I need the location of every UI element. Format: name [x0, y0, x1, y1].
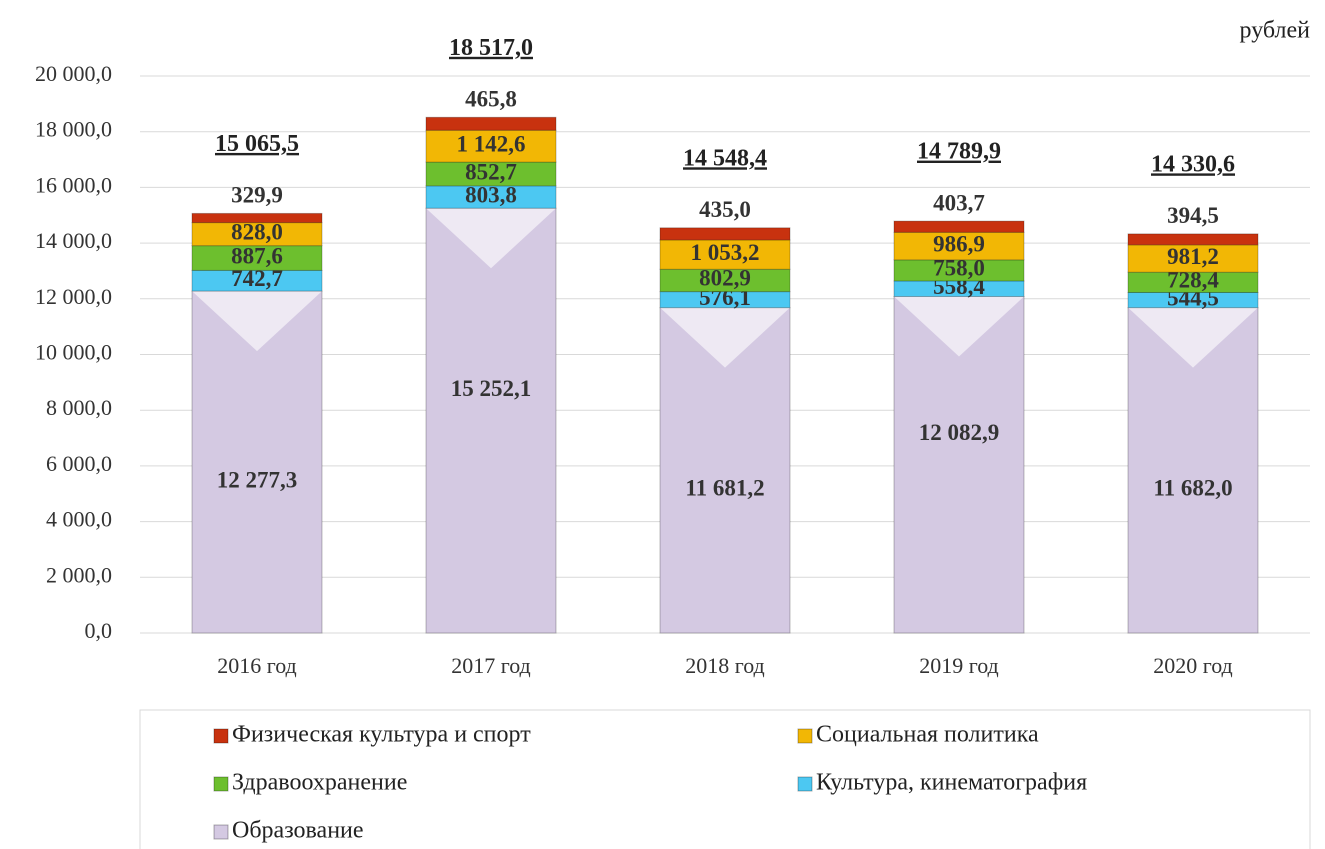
bar-segment	[425, 207, 557, 634]
y-tick-label: 8 000,0	[46, 395, 112, 420]
legend-label: Физическая культура и спорт	[232, 722, 531, 748]
bar-shine	[1128, 307, 1258, 368]
segment-label: 803,8	[465, 182, 517, 207]
legend-swatch	[213, 776, 229, 792]
bar-segment	[191, 212, 323, 224]
segment-label: 852,7	[465, 159, 517, 184]
total-label: 14 789,9	[917, 139, 1001, 165]
y-tick-label: 2 000,0	[46, 562, 112, 587]
legend-swatch	[213, 824, 229, 840]
bar-shine	[660, 307, 790, 368]
segment-label: 11 682,0	[1153, 476, 1232, 501]
y-tick-label: 20 000,0	[35, 61, 112, 86]
legend-swatch	[213, 728, 229, 744]
bar-shine	[894, 296, 1024, 357]
total-label: 18 517,0	[449, 35, 533, 61]
bar-segment	[893, 231, 1025, 261]
segment-label: 12 082,9	[919, 420, 1000, 445]
bar-segment	[425, 129, 557, 163]
x-tick-label: 2017 год	[451, 653, 531, 678]
segment-label: 12 277,3	[217, 467, 298, 492]
bar-segment	[1127, 233, 1259, 246]
y-tick-label: 10 000,0	[35, 340, 112, 365]
legend-label: Социальная политика	[816, 722, 1039, 748]
segment-label: 465,8	[465, 87, 517, 112]
y-tick-label: 14 000,0	[35, 228, 112, 253]
segment-label: 986,9	[933, 231, 985, 256]
bar-segment	[659, 227, 791, 241]
total-label: 14 330,6	[1151, 151, 1235, 177]
legend-box	[139, 709, 1311, 849]
bar-shine	[192, 291, 322, 352]
segment-label: 435,0	[699, 197, 751, 222]
total-label: 14 548,4	[683, 145, 767, 171]
bar-segment	[659, 239, 791, 270]
segment-label: 802,9	[699, 266, 751, 291]
bar-segment	[425, 116, 557, 131]
segment-label: 329,9	[231, 183, 283, 208]
segment-label: 15 252,1	[451, 376, 532, 401]
bar-segment	[893, 220, 1025, 233]
segment-label: 828,0	[231, 219, 283, 244]
segment-label: 403,7	[933, 190, 985, 215]
segment-label: 758,0	[933, 256, 985, 281]
x-tick-label: 2016 год	[217, 653, 297, 678]
y-tick-label: 16 000,0	[35, 172, 112, 197]
legend-label: Здравоохранение	[232, 770, 407, 796]
y-tick-label: 6 000,0	[46, 451, 112, 476]
segment-label: 394,5	[1167, 203, 1219, 228]
x-tick-label: 2018 год	[685, 653, 765, 678]
segment-label: 11 681,2	[685, 476, 764, 501]
segment-label: 1 053,2	[691, 240, 760, 265]
total-label: 15 065,5	[215, 131, 299, 157]
legend-label: Образование	[232, 818, 364, 844]
bar-segment	[191, 245, 323, 271]
legend-swatch	[797, 776, 813, 792]
x-tick-label: 2019 год	[919, 653, 999, 678]
segment-label: 887,6	[231, 243, 283, 268]
bar-shine	[426, 208, 556, 269]
legend-swatch	[797, 728, 813, 744]
legend-label: Культура, кинематография	[816, 770, 1087, 796]
unit-label: рублей	[1240, 18, 1311, 44]
y-tick-label: 12 000,0	[35, 284, 112, 309]
segment-label: 1 142,6	[457, 131, 526, 156]
y-tick-label: 0,0	[85, 618, 113, 643]
y-tick-label: 18 000,0	[35, 117, 112, 142]
segment-label: 981,2	[1167, 244, 1219, 269]
y-tick-label: 4 000,0	[46, 507, 112, 532]
x-tick-label: 2020 год	[1153, 653, 1233, 678]
